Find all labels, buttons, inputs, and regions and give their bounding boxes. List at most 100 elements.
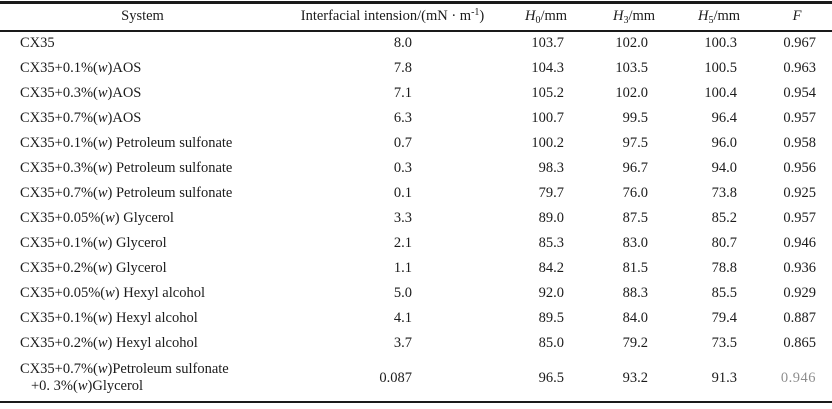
table-row: CX35+0.7%(w)AOS 6.3 100.7 99.5 96.4 0.957 (0, 106, 832, 131)
table-body: CX35 8.0 103.7 102.0 100.3 0.967 CX35+0.1%(w)A… (0, 31, 832, 402)
cell-f: 0.865 (783, 334, 816, 351)
cell-f: 0.963 (783, 59, 816, 76)
cell-system: CX35+0.1%(w)AOS (20, 59, 142, 76)
table-row: CX35+0.7%(w)Petroleum sulfonate +0. 3%(w)… (0, 356, 832, 402)
cell-h0: 85.0 (538, 334, 564, 351)
column-header-h3: H3/mm (592, 2, 676, 32)
cell-f: 0.956 (783, 159, 816, 176)
cell-h3: 87.5 (622, 209, 648, 226)
cell-h5: 85.5 (711, 284, 737, 301)
table-row: CX35+0.7%(w) Petroleum sulfonate 0.1 79.7 7… (0, 181, 832, 206)
column-header-tension: Interfacial intension/(mN · m-1) (285, 2, 500, 32)
table-row: CX35 8.0 103.7 102.0 100.3 0.967 (0, 31, 832, 56)
cell-system: CX35+0.1%(w) Hexyl alcohol (20, 309, 198, 326)
cell-h5: 78.8 (711, 259, 737, 276)
cell-system: CX35+0.7%(w)Petroleum sulfonate +0. 3%(w)… (20, 361, 229, 394)
cell-h0: 100.7 (531, 109, 564, 126)
cell-tension: 0.3 (393, 159, 412, 176)
cell-h3: 76.0 (622, 184, 648, 201)
cell-system: CX35+0.1%(w) Glycerol (20, 234, 167, 251)
cell-system: CX35+0.1%(w) Petroleum sulfonate (20, 134, 233, 151)
cell-h3: 79.2 (622, 334, 648, 351)
cell-system: CX35+0.2%(w) Hexyl alcohol (20, 334, 198, 351)
cell-h3: 102.0 (615, 84, 648, 101)
cell-tension: 4.1 (393, 309, 412, 326)
table-header: System Interfacial intension/(mN · m-1) H0… (0, 2, 832, 32)
cell-h0: 103.7 (531, 35, 564, 51)
cell-tension: 7.1 (393, 84, 412, 101)
cell-h0: 92.0 (538, 284, 564, 301)
cell-h5: 73.5 (711, 334, 737, 351)
cell-h5: 73.8 (711, 184, 737, 201)
column-header-f: F (762, 2, 832, 32)
table-row: CX35+0.05%(w) Glycerol 3.3 89.0 87.5 85.2 0.9… (0, 206, 832, 231)
cell-tension: 5.0 (393, 284, 412, 301)
cell-h0: 105.2 (531, 84, 564, 101)
cell-h3: 102.0 (615, 35, 648, 51)
cell-tension: 1.1 (393, 259, 412, 276)
cell-tension: 0.1 (393, 184, 412, 201)
cell-tension: 0.087 (379, 369, 412, 386)
cell-h3: 103.5 (615, 59, 648, 76)
cell-f: 0.957 (783, 209, 816, 226)
cell-f: 0.936 (783, 259, 816, 276)
cell-h5: 96.4 (711, 109, 737, 126)
cell-tension: 7.8 (393, 59, 412, 76)
cell-h5: 80.7 (711, 234, 737, 251)
cell-f: 0.958 (783, 134, 816, 151)
cell-tension: 2.1 (393, 234, 412, 251)
cell-h3: 84.0 (622, 309, 648, 326)
table-row: CX35+0.1%(w) Hexyl alcohol 4.1 89.5 84.0 79.… (0, 306, 832, 331)
cell-h3: 88.3 (622, 284, 648, 301)
cell-tension: 3.7 (393, 334, 412, 351)
column-header-system: System (0, 2, 285, 32)
table-row: CX35+0.1%(w)AOS 7.8 104.3 103.5 100.5 0.963 (0, 56, 832, 81)
cell-system: CX35+0.7%(w)AOS (20, 109, 142, 126)
cell-h0: 89.0 (538, 209, 564, 226)
cell-h3: 83.0 (622, 234, 648, 251)
cell-tension: 6.3 (393, 109, 412, 126)
cell-h3: 99.5 (622, 109, 648, 126)
column-header-h5: H5/mm (676, 2, 762, 32)
header-row: System Interfacial intension/(mN · m-1) H0… (0, 2, 832, 32)
cell-h0: 84.2 (538, 259, 564, 276)
cell-system: CX35+0.3%(w)AOS (20, 84, 142, 101)
cell-h5: 100.5 (704, 59, 737, 76)
cell-h3: 81.5 (622, 259, 648, 276)
cell-f: 0.887 (783, 309, 816, 326)
cell-h0: 98.3 (538, 159, 564, 176)
cell-h3: 97.5 (622, 134, 648, 151)
cell-system: CX35+0.05%(w) Hexyl alcohol (20, 284, 205, 301)
cell-f: 0.946 (780, 369, 816, 386)
cell-f: 0.957 (783, 109, 816, 126)
cell-f: 0.967 (783, 35, 816, 51)
cell-h5: 94.0 (711, 159, 737, 176)
cell-system: CX35+0.2%(w) Glycerol (20, 259, 167, 276)
cell-h3: 93.2 (622, 369, 648, 386)
table-row: CX35+0.3%(w)AOS 7.1 105.2 102.0 100.4 0.954 (0, 81, 832, 106)
cell-f: 0.954 (783, 84, 816, 101)
cell-system: CX35 (20, 35, 55, 51)
cell-tension: 8.0 (393, 35, 412, 51)
cell-tension: 0.7 (393, 134, 412, 151)
cell-h5: 91.3 (711, 369, 737, 386)
cell-h0: 96.5 (538, 369, 564, 386)
cell-h5: 85.2 (711, 209, 737, 226)
cell-h5: 100.4 (704, 84, 737, 101)
cell-tension: 3.3 (393, 209, 412, 226)
column-header-h0: H0/mm (500, 2, 592, 32)
cell-h5: 96.0 (711, 134, 737, 151)
table-row: CX35+0.3%(w) Petroleum sulfonate 0.3 98.3 9… (0, 156, 832, 181)
cell-h0: 85.3 (538, 234, 564, 251)
table-row: CX35+0.1%(w) Petroleum sulfonate 0.7 100.2… (0, 131, 832, 156)
cell-system: CX35+0.7%(w) Petroleum sulfonate (20, 184, 233, 201)
table-row: CX35+0.2%(w) Hexyl alcohol 3.7 85.0 79.2 73.… (0, 331, 832, 356)
cell-f: 0.946 (783, 234, 816, 251)
cell-h0: 89.5 (538, 309, 564, 326)
cell-f: 0.925 (783, 184, 816, 201)
cell-f: 0.929 (783, 284, 816, 301)
table-row: CX35+0.2%(w) Glycerol 1.1 84.2 81.5 78.8 0.93… (0, 256, 832, 281)
cell-h5: 100.3 (704, 35, 737, 51)
